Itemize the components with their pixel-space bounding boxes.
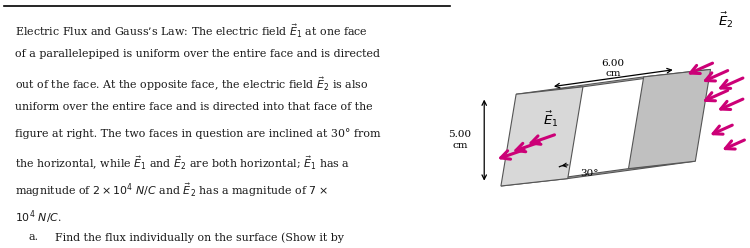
Polygon shape bbox=[501, 161, 695, 186]
Polygon shape bbox=[516, 69, 710, 94]
Text: $10^4$ $N/C$.: $10^4$ $N/C$. bbox=[15, 208, 62, 226]
Text: Find the flux individually on the surface (Show it by: Find the flux individually on the surfac… bbox=[55, 232, 344, 243]
Text: 30°: 30° bbox=[580, 169, 598, 178]
Polygon shape bbox=[628, 69, 710, 169]
Text: uniform over the entire face and is directed into that face of the: uniform over the entire face and is dire… bbox=[15, 102, 373, 112]
Text: out of the face. At the opposite face, the electric field $\vec{E}_2$ is also: out of the face. At the opposite face, t… bbox=[15, 75, 368, 93]
Text: a.: a. bbox=[28, 232, 38, 242]
Text: of a parallelepiped is uniform over the entire face and is directed: of a parallelepiped is uniform over the … bbox=[15, 49, 380, 59]
Text: the horizontal, while $\vec{E}_1$ and $\vec{E}_2$ are both horizontal; $\vec{E}_: the horizontal, while $\vec{E}_1$ and $\… bbox=[15, 155, 350, 172]
Text: figure at right. The two faces in question are inclined at 30° from: figure at right. The two faces in questi… bbox=[15, 128, 380, 139]
Text: 5.00
cm: 5.00 cm bbox=[448, 130, 472, 150]
Text: magnitude of $2 \times 10^4$ $N/C$ and $\vec{E}_2$ has a magnitude of $7 \times$: magnitude of $2 \times 10^4$ $N/C$ and $… bbox=[15, 182, 328, 199]
Text: 6.00
cm: 6.00 cm bbox=[602, 59, 625, 78]
Text: $\vec{E}_1$: $\vec{E}_1$ bbox=[543, 109, 559, 129]
Text: Electric Flux and Gauss’s Law: The electric field $\vec{E}_1$ at one face: Electric Flux and Gauss’s Law: The elect… bbox=[15, 22, 368, 40]
Text: $\vec{E}_2$: $\vec{E}_2$ bbox=[718, 10, 734, 30]
Polygon shape bbox=[501, 87, 583, 186]
